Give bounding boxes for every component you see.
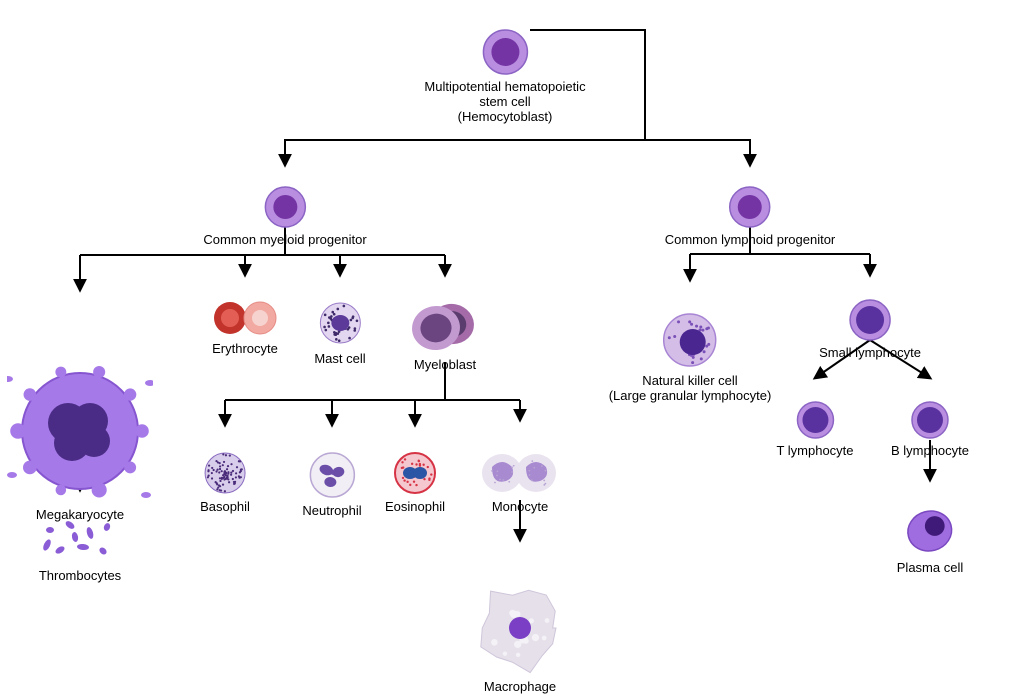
macrophage-cell-icon [472,580,568,676]
tlymph-cell-icon [795,400,835,440]
clp-label: Common lymphoid progenitor [665,233,836,248]
smalllymph-node: Small lymphocyte [819,298,921,361]
megakaryocyte-cell-icon [7,358,153,504]
basophil-node: Basophil [200,450,250,515]
mastcell-node: Mast cell [314,298,365,367]
hsc-label: Multipotential hematopoieticstem cell(He… [424,80,585,125]
neutrophil-node: Neutrophil [302,450,361,519]
blymph-cell-icon [910,400,950,440]
basophil-cell-icon [202,450,248,496]
blymph-label: B lymphocyte [891,444,969,459]
hsc-node: Multipotential hematopoieticstem cell(He… [424,28,585,125]
plasma-node: Plasma cell [897,505,963,576]
edge-2 [645,140,750,165]
monocyte-label: Monocyte [480,500,560,515]
cmp-label: Common myeloid progenitor [203,233,366,248]
myeloblast-node: Myeloblast [410,298,480,373]
plasma-cell-icon [904,505,956,557]
erythrocyte-cell-icon [210,298,280,338]
hsc-cell-icon [481,28,529,76]
hematopoiesis-diagram: Multipotential hematopoieticstem cell(He… [0,0,1024,683]
blymph-node: B lymphocyte [891,400,969,459]
basophil-label: Basophil [200,500,250,515]
erythrocyte-label: Erythrocyte [210,342,280,357]
neutrophil-label: Neutrophil [302,504,361,519]
nkcell-node: Natural killer cell(Large granular lymph… [609,310,772,404]
edge-1 [285,140,645,165]
smalllymph-label: Small lymphocyte [819,346,921,361]
erythrocyte-node: Erythrocyte [210,298,280,357]
thrombocytes-label: Thrombocytes [35,569,125,584]
tlymph-node: T lymphocyte [776,400,853,459]
megakaryocyte-node: Megakaryocyte [7,358,153,523]
mastcell-cell-icon [315,298,365,348]
cmp-cell-icon [263,185,307,229]
macrophage-node: Macrophage [472,580,568,695]
thrombocytes-cell-icon [35,515,125,565]
tlymph-label: T lymphocyte [776,444,853,459]
macrophage-label: Macrophage [472,680,568,695]
myeloblast-label: Myeloblast [410,358,480,373]
clp-node: Common lymphoid progenitor [665,185,836,248]
clp-cell-icon [728,185,772,229]
plasma-label: Plasma cell [897,561,963,576]
mastcell-label: Mast cell [314,352,365,367]
cmp-node: Common myeloid progenitor [203,185,366,248]
eosinophil-cell-icon [392,450,438,496]
eosinophil-label: Eosinophil [385,500,445,515]
neutrophil-cell-icon [307,450,357,500]
monocyte-node: Monocyte [480,450,560,515]
nkcell-cell-icon [660,310,720,370]
monocyte-cell-icon [480,450,560,496]
smalllymph-cell-icon [848,298,892,342]
thrombocytes-node: Thrombocytes [35,515,125,584]
eosinophil-node: Eosinophil [385,450,445,515]
nkcell-label: Natural killer cell(Large granular lymph… [609,374,772,404]
myeloblast-cell-icon [410,298,480,354]
